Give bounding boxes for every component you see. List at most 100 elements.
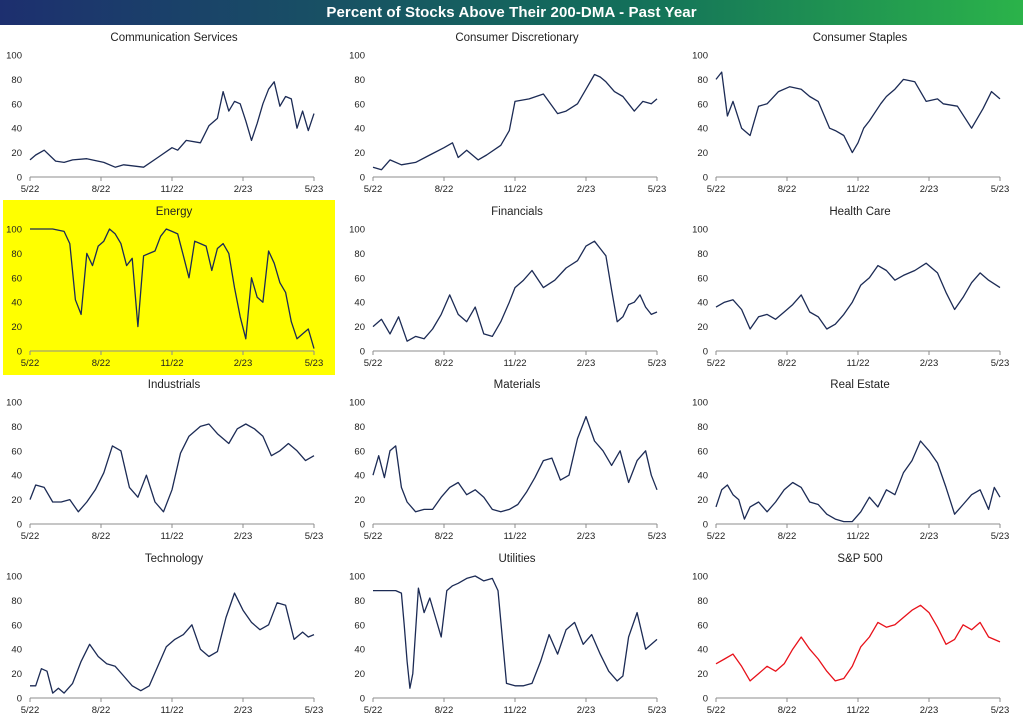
y-tick-label: 20 bbox=[354, 669, 365, 680]
x-tick-label: 8/22 bbox=[778, 358, 797, 369]
title-bar: Percent of Stocks Above Their 200-DMA - … bbox=[0, 0, 1023, 25]
y-tick-label: 0 bbox=[703, 694, 708, 705]
y-tick-label: 80 bbox=[11, 596, 22, 607]
x-tick-label: 2/23 bbox=[234, 531, 253, 542]
y-tick-label: 60 bbox=[697, 273, 708, 284]
x-tick-label: 11/22 bbox=[846, 358, 869, 369]
y-tick-label: 100 bbox=[692, 398, 708, 409]
chart-technology: Technology 0 20 40 60 80 100 5/22 8/22 11/22 2/23 5… bbox=[6, 553, 323, 715]
y-tick-label: 0 bbox=[17, 347, 22, 358]
y-tick-label: 80 bbox=[697, 249, 708, 260]
x-tick-label: 5/23 bbox=[648, 184, 667, 195]
y-tick-label: 100 bbox=[349, 572, 365, 583]
y-tick-label: 80 bbox=[11, 422, 22, 433]
x-tick-label: 5/23 bbox=[648, 705, 667, 715]
y-tick-label: 80 bbox=[11, 249, 22, 260]
x-tick-label: 5/23 bbox=[991, 531, 1010, 542]
y-tick-label: 100 bbox=[692, 225, 708, 236]
x-tick-label: 8/22 bbox=[435, 184, 454, 195]
series-line bbox=[372, 73, 658, 171]
x-tick-label: 5/22 bbox=[21, 358, 40, 369]
y-tick-label: 80 bbox=[354, 75, 365, 86]
chart-title: Energy bbox=[156, 206, 193, 218]
series-line bbox=[29, 423, 315, 513]
series-line bbox=[372, 415, 658, 513]
y-tick-label: 40 bbox=[697, 298, 708, 309]
y-tick-label: 40 bbox=[11, 124, 22, 135]
x-tick-label: 11/22 bbox=[503, 531, 526, 542]
y-tick-label: 80 bbox=[697, 422, 708, 433]
x-tick-label: 5/22 bbox=[707, 184, 726, 195]
chart-communication-services: Communication Services 0 20 40 60 80 100 5/22 8/… bbox=[6, 32, 323, 195]
y-tick-label: 100 bbox=[692, 572, 708, 583]
y-tick-label: 40 bbox=[697, 645, 708, 656]
series-line bbox=[30, 592, 315, 694]
x-tick-label: 5/23 bbox=[305, 184, 324, 195]
y-tick-label: 40 bbox=[11, 645, 22, 656]
x-tick-label: 5/23 bbox=[648, 531, 667, 542]
y-tick-label: 20 bbox=[354, 322, 365, 333]
chart-title: Financials bbox=[491, 206, 543, 218]
chart-title: Utilities bbox=[498, 553, 535, 565]
chart-title: Health Care bbox=[829, 206, 890, 218]
x-tick-label: 11/22 bbox=[503, 184, 526, 195]
y-tick-label: 40 bbox=[697, 471, 708, 482]
x-tick-label: 11/22 bbox=[846, 705, 869, 715]
y-tick-label: 80 bbox=[697, 596, 708, 607]
y-tick-label: 40 bbox=[11, 471, 22, 482]
chart-consumer-staples: Consumer Staples 0 20 40 60 80 100 5/22 8/22 11/2… bbox=[692, 32, 1009, 195]
y-tick-label: 100 bbox=[349, 225, 365, 236]
y-tick-label: 0 bbox=[17, 173, 22, 184]
x-tick-label: 5/22 bbox=[707, 531, 726, 542]
chart-title: Real Estate bbox=[830, 379, 889, 391]
y-tick-label: 80 bbox=[354, 596, 365, 607]
x-tick-label: 8/22 bbox=[435, 358, 454, 369]
series-line bbox=[30, 228, 315, 349]
x-tick-label: 5/22 bbox=[707, 358, 726, 369]
y-tick-label: 20 bbox=[11, 322, 22, 333]
x-tick-label: 2/23 bbox=[234, 705, 253, 715]
y-tick-label: 20 bbox=[697, 669, 708, 680]
chart-utilities: Utilities 0 20 40 60 80 100 5/22 8/22 11/22 2/23 5/… bbox=[349, 553, 666, 715]
y-tick-label: 40 bbox=[697, 124, 708, 135]
y-tick-label: 100 bbox=[6, 572, 22, 583]
x-tick-label: 11/22 bbox=[846, 531, 869, 542]
x-tick-label: 11/22 bbox=[503, 705, 526, 715]
y-tick-label: 0 bbox=[17, 694, 22, 705]
x-tick-label: 2/23 bbox=[234, 358, 253, 369]
y-tick-label: 0 bbox=[703, 173, 708, 184]
y-tick-label: 20 bbox=[697, 495, 708, 506]
chart-consumer-discretionary: Consumer Discretionary 0 20 40 60 80 100 5/22 8/… bbox=[349, 32, 666, 195]
y-tick-label: 40 bbox=[354, 645, 365, 656]
chart-title: Materials bbox=[494, 379, 541, 391]
y-tick-label: 100 bbox=[6, 51, 22, 62]
x-tick-label: 5/23 bbox=[648, 358, 667, 369]
series-line bbox=[715, 604, 1001, 682]
x-tick-label: 5/23 bbox=[991, 705, 1010, 715]
series-line bbox=[715, 262, 1001, 330]
x-tick-label: 11/22 bbox=[160, 531, 183, 542]
x-tick-label: 2/23 bbox=[920, 705, 939, 715]
chart-sandp-500: S&P 500 0 20 40 60 80 100 5/22 8/22 11/22 2/23 5/23 bbox=[692, 553, 1009, 715]
y-tick-label: 60 bbox=[11, 273, 22, 284]
x-tick-label: 8/22 bbox=[778, 705, 797, 715]
y-tick-label: 80 bbox=[697, 75, 708, 86]
chart-title: Technology bbox=[145, 553, 203, 565]
x-tick-label: 8/22 bbox=[435, 531, 454, 542]
y-tick-label: 100 bbox=[349, 398, 365, 409]
y-tick-label: 60 bbox=[697, 620, 708, 631]
x-tick-label: 2/23 bbox=[577, 531, 596, 542]
x-tick-label: 5/22 bbox=[364, 184, 383, 195]
y-tick-label: 100 bbox=[692, 51, 708, 62]
y-tick-label: 0 bbox=[703, 520, 708, 531]
x-tick-label: 5/22 bbox=[364, 531, 383, 542]
x-tick-label: 8/22 bbox=[92, 531, 111, 542]
highlight-box bbox=[3, 200, 335, 375]
y-tick-label: 60 bbox=[354, 446, 365, 457]
x-tick-label: 2/23 bbox=[577, 358, 596, 369]
x-tick-label: 11/22 bbox=[160, 705, 183, 715]
y-tick-label: 60 bbox=[11, 99, 22, 110]
x-tick-label: 5/23 bbox=[305, 531, 324, 542]
y-tick-label: 0 bbox=[360, 347, 365, 358]
